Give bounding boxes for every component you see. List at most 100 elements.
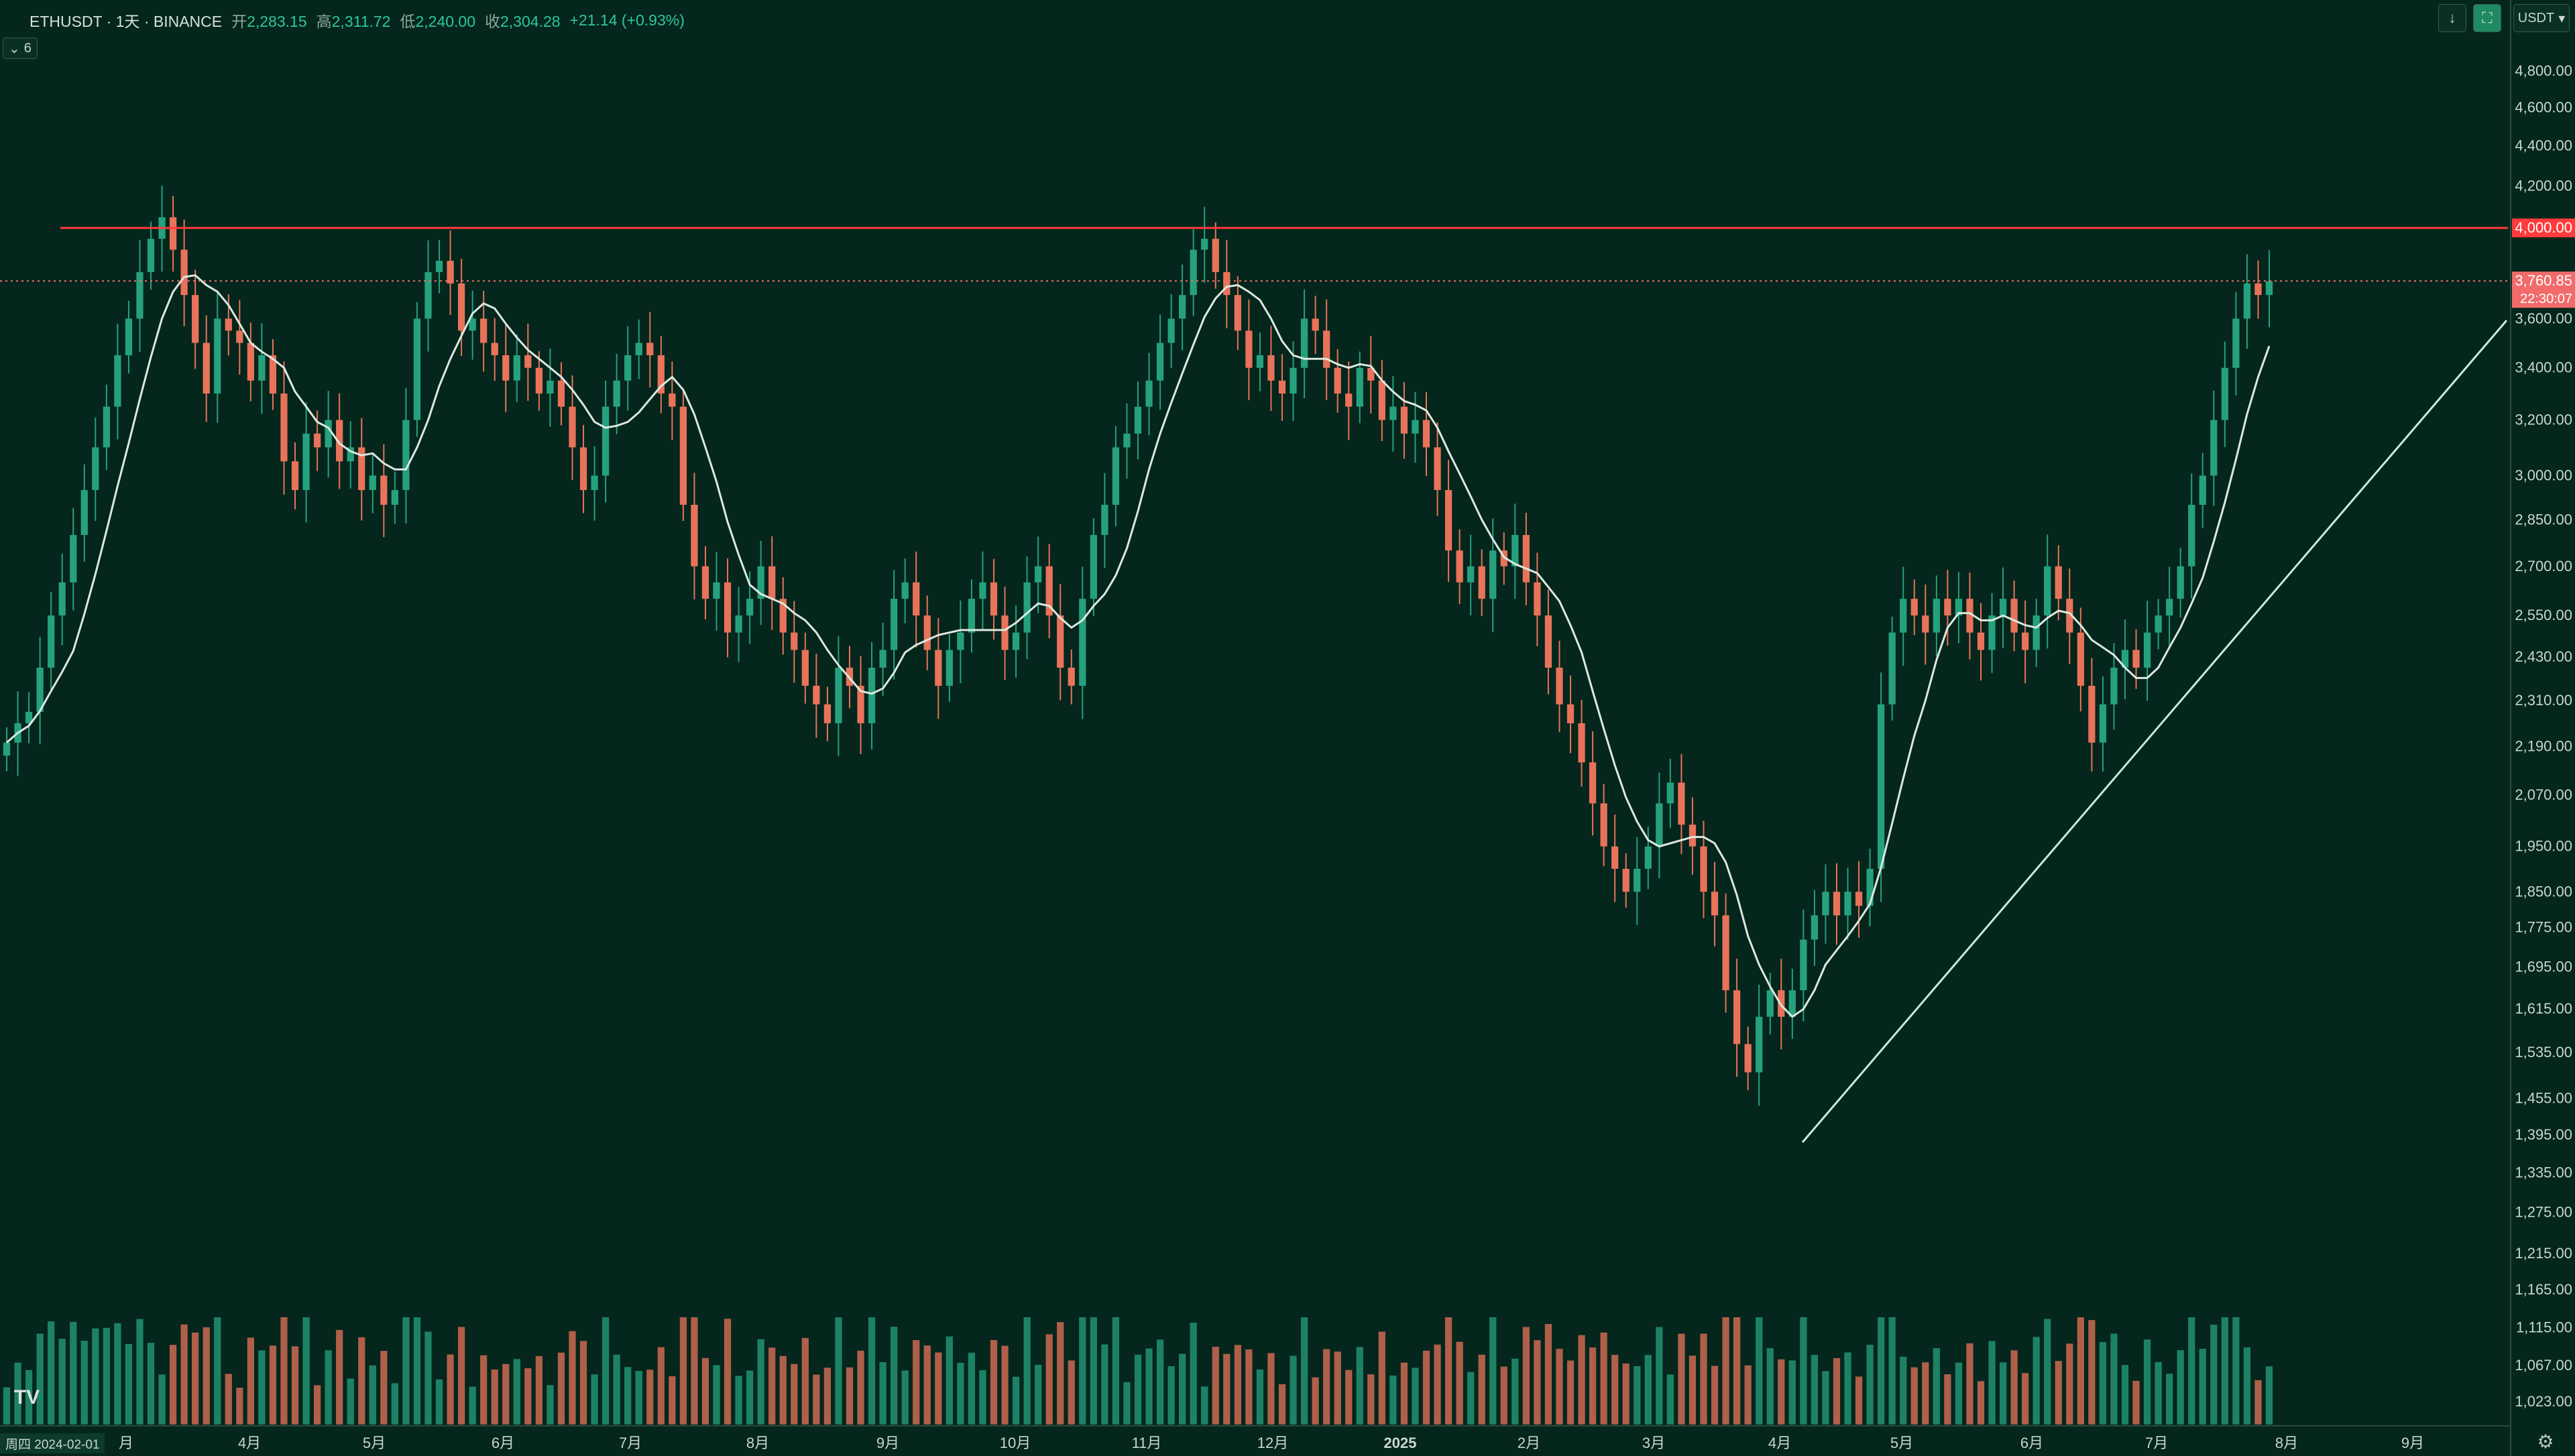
volume-bar xyxy=(180,1324,188,1424)
volume-bar xyxy=(3,1387,11,1424)
volume-bar xyxy=(380,1351,388,1424)
volume-bar xyxy=(1400,1362,1408,1424)
candle-body xyxy=(857,686,864,723)
candle-body xyxy=(1001,615,1009,650)
fullscreen-button[interactable]: ⛶ xyxy=(2473,4,2501,32)
volume-bar xyxy=(325,1350,332,1424)
candle-body xyxy=(491,343,498,355)
gear-icon[interactable]: ⚙ xyxy=(2537,1431,2554,1452)
volume-bar xyxy=(1489,1317,1497,1424)
volume-bar xyxy=(1933,1348,1940,1424)
candle-body xyxy=(1733,990,1741,1044)
candle-body xyxy=(325,420,332,448)
volume-bar xyxy=(1345,1370,1353,1424)
volume-bar xyxy=(846,1367,854,1424)
candle-body xyxy=(347,447,354,462)
candle-body xyxy=(1944,599,1951,616)
volume-bar xyxy=(591,1374,598,1424)
volume-bar xyxy=(1101,1344,1108,1424)
candle-body xyxy=(103,406,110,448)
volume-bar xyxy=(2243,1347,2251,1424)
volume-bar xyxy=(1356,1347,1363,1424)
volume-bar xyxy=(990,1340,998,1424)
candle-body xyxy=(1068,668,1075,686)
volume-bar xyxy=(1378,1331,1385,1424)
candle-body xyxy=(380,475,388,505)
volume-bar xyxy=(1900,1356,1907,1424)
candle-body xyxy=(1534,582,1541,616)
price-tick-label: 1,775.00 xyxy=(2515,918,2572,935)
volume-bar xyxy=(203,1327,210,1424)
volume-bar xyxy=(169,1345,177,1424)
price-tick-label: 2,850.00 xyxy=(2515,511,2572,528)
volume-bar xyxy=(1910,1367,1918,1424)
volume-bar xyxy=(835,1317,842,1424)
volume-bar xyxy=(114,1323,121,1424)
go-to-date-label[interactable]: 周四 2024-02-01 xyxy=(0,1433,105,1453)
volume-bar xyxy=(1589,1347,1597,1424)
volume-bar xyxy=(1511,1358,1519,1424)
volume-bar xyxy=(2099,1342,2107,1424)
candle-body xyxy=(469,318,476,331)
candle-body xyxy=(480,318,488,343)
volume-bar xyxy=(1955,1362,1963,1424)
candle-body xyxy=(1800,939,1807,991)
candle-body xyxy=(2166,599,2173,616)
volume-bar xyxy=(2177,1350,2184,1424)
volume-bar xyxy=(569,1331,576,1424)
candle-body xyxy=(1922,615,1929,633)
candle-body xyxy=(679,406,687,505)
volume-bar xyxy=(757,1339,764,1424)
price-tick-label: 3,400.00 xyxy=(2515,359,2572,376)
volume-bar xyxy=(1444,1317,1452,1424)
indicators-toggle-button[interactable]: ⌄ 6 xyxy=(3,38,38,59)
volume-bar xyxy=(679,1317,687,1424)
candle-body xyxy=(1866,869,1874,906)
candle-body xyxy=(435,261,443,272)
close-value: 2,304.28 xyxy=(500,13,561,30)
candle-body xyxy=(923,615,931,650)
candle-body xyxy=(1123,433,1131,448)
candle-body xyxy=(25,711,33,723)
candle-body xyxy=(391,490,398,505)
candle-body xyxy=(1878,704,1885,869)
candle-body xyxy=(823,704,832,723)
volume-bar xyxy=(2232,1317,2240,1424)
volume-bar xyxy=(1145,1348,1153,1424)
volume-bar xyxy=(557,1352,565,1424)
symbol-title[interactable]: ETHUSDT · 1天 · BINANCE xyxy=(30,13,223,30)
volume-bar xyxy=(280,1317,288,1424)
volume-bar xyxy=(469,1386,476,1424)
volume-bar xyxy=(1922,1362,1929,1424)
candle-body xyxy=(180,249,188,296)
time-tick-label: 2025 xyxy=(1384,1435,1417,1451)
scroll-to-latest-button[interactable]: ↓ xyxy=(2438,4,2466,32)
volume-bar xyxy=(1256,1369,1264,1424)
candle-body xyxy=(1212,239,1219,272)
time-tick-label: 9月 xyxy=(876,1435,899,1451)
candle-body xyxy=(2188,504,2195,566)
volume-bar xyxy=(424,1331,432,1424)
price-tick-label: 1,165.00 xyxy=(2515,1281,2572,1298)
candle-body xyxy=(979,582,986,599)
volume-bar xyxy=(791,1363,798,1424)
candle-body xyxy=(502,355,510,381)
price-tick-label: 2,070.00 xyxy=(2515,786,2572,803)
candles xyxy=(3,185,2273,1106)
volume-bar xyxy=(1766,1348,1774,1424)
currency-selector[interactable]: USDT ▾ xyxy=(2513,4,2570,32)
volume-bar xyxy=(2199,1348,2206,1424)
volume-bar xyxy=(258,1350,266,1424)
volume-bar xyxy=(2166,1374,2173,1424)
volume-bar xyxy=(1334,1351,1341,1424)
candle-body xyxy=(214,318,221,394)
volume-bar xyxy=(1179,1353,1186,1424)
tradingview-logo[interactable]: TV xyxy=(7,1386,47,1409)
candle-body xyxy=(635,343,642,355)
volume-bar xyxy=(158,1374,166,1424)
candle-body xyxy=(1389,406,1397,420)
candle-body xyxy=(1522,535,1530,583)
candle-body xyxy=(247,343,254,381)
candle-body xyxy=(336,420,343,462)
